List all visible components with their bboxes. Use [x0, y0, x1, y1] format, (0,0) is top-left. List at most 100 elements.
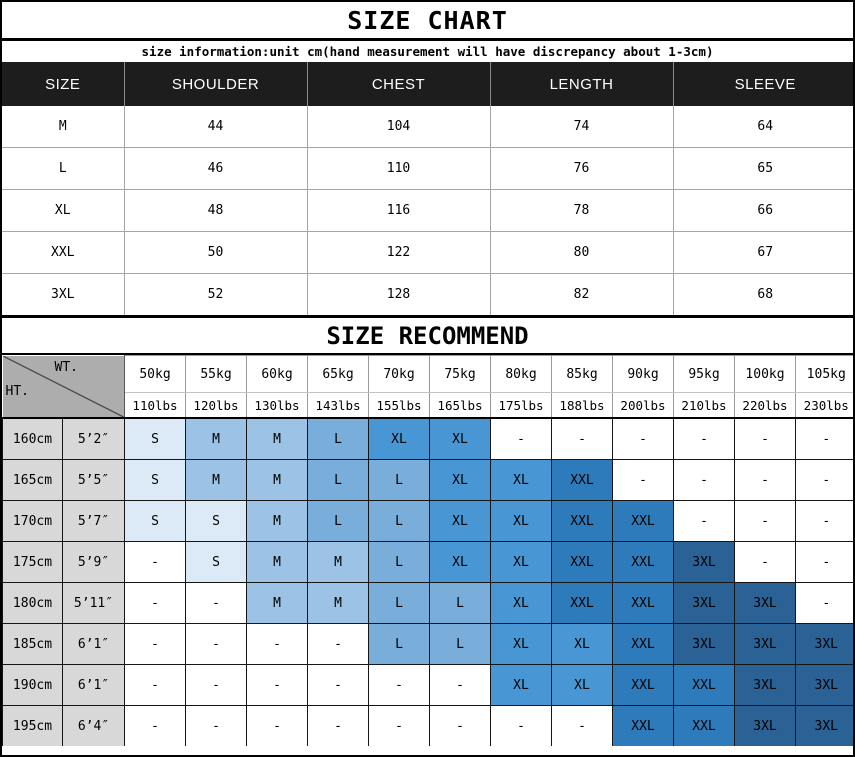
recommend-cell: XL — [551, 623, 613, 665]
recommend-cell: L — [368, 541, 430, 583]
recommend-cell: - — [124, 664, 186, 706]
weight-kg-header: 90kg — [612, 355, 674, 393]
measure-row: XL 48 116 78 66 — [2, 189, 853, 232]
height-ft-label: 5’9″ — [62, 541, 125, 583]
height-ft-label: 5’2″ — [62, 417, 125, 460]
recommend-cell: XXL — [551, 582, 613, 624]
size-recommend-title: SIZE RECOMMEND — [2, 315, 853, 355]
recommend-row: 175cm 5’9″ - S M M L XL XL XXL XXL 3XL - - — [2, 541, 853, 583]
height-ft-label: 5’7″ — [62, 500, 125, 542]
recommend-cell: L — [368, 459, 430, 501]
recommend-row: 170cm 5’7″ S S M L L XL XL XXL XXL - - - — [2, 500, 853, 542]
recommend-cell: - — [307, 705, 369, 746]
height-cm-label: 175cm — [2, 541, 63, 583]
measure-value: 78 — [489, 189, 674, 232]
recommend-cell: - — [673, 417, 735, 460]
size-label: M — [2, 106, 125, 148]
recommend-cell: - — [307, 623, 369, 665]
measure-value: 76 — [489, 147, 674, 190]
recommend-cell: XXL — [612, 623, 674, 665]
recommend-cell: M — [246, 500, 308, 542]
measure-value: 82 — [489, 273, 674, 315]
recommend-cell: - — [551, 705, 613, 746]
recommend-cell: L — [368, 582, 430, 624]
recommend-cell: 3XL — [673, 582, 735, 624]
height-axis-label: HT. — [5, 384, 29, 399]
recommend-cell: XL — [490, 623, 552, 665]
weight-lbs-header: 175lbs — [490, 392, 552, 419]
weight-kg-header: 70kg — [368, 355, 430, 393]
measure-value: 50 — [123, 231, 308, 274]
height-cm-label: 170cm — [2, 500, 63, 542]
weight-kg-row: WT. HT. 50kg 55kg 60kg 65kg 70kg 75kg 80kg 85kg 90… — [2, 355, 853, 419]
recommend-cell: L — [307, 500, 369, 542]
measurement-header-row: SIZE SHOULDER CHEST LENGTH SLEEVE — [2, 62, 853, 106]
height-ft-label: 6’1″ — [62, 623, 125, 665]
recommend-cell: 3XL — [673, 623, 735, 665]
recommend-cell: - — [124, 541, 186, 583]
measure-value: 128 — [306, 273, 491, 315]
recommend-cell: - — [246, 623, 308, 665]
recommend-cell: - — [795, 582, 853, 624]
weight-lbs-header: 230lbs — [795, 392, 853, 419]
measure-row: M 44 104 74 64 — [2, 106, 853, 148]
recommend-cell: XL — [429, 541, 491, 583]
measure-value: 66 — [672, 189, 853, 232]
recommend-cell: - — [612, 417, 674, 460]
measure-value: 52 — [123, 273, 308, 315]
recommend-cell: - — [124, 582, 186, 624]
weight-kg-header: 60kg — [246, 355, 308, 393]
recommend-cell: L — [368, 500, 430, 542]
measurement-table: SIZE SHOULDER CHEST LENGTH SLEEVE M 44 104 74 64… — [2, 62, 853, 315]
recommend-cell: XL — [490, 664, 552, 706]
recommend-cell: XL — [429, 459, 491, 501]
height-ft-label: 6’4″ — [62, 705, 125, 746]
weight-lbs-row: 110lbs 120lbs 130lbs 143lbs 155lbs 165lbs 175l… — [3, 392, 853, 419]
weight-lbs-header: 220lbs — [734, 392, 796, 419]
recommend-cell: - — [185, 582, 247, 624]
measure-value: 65 — [672, 147, 853, 190]
measure-col-header: SLEEVE — [672, 62, 853, 106]
diagonal-line — [3, 356, 125, 418]
recommend-row: 165cm 5’5″ S M M L L XL XL XXL - - - - — [2, 459, 853, 501]
size-label: L — [2, 147, 125, 190]
measure-row: XXL 50 122 80 67 — [2, 231, 853, 274]
weight-kg-header: 50kg — [124, 355, 186, 393]
height-cm-label: 160cm — [2, 417, 63, 460]
recommend-cell: M — [246, 417, 308, 460]
size-info-note: size information:unit cm(hand measuremen… — [141, 44, 714, 59]
measure-value: 46 — [123, 147, 308, 190]
recommend-cell: L — [429, 623, 491, 665]
weight-kg-header: 95kg — [673, 355, 735, 393]
recommend-cell: 3XL — [734, 664, 796, 706]
recommend-cell: - — [368, 664, 430, 706]
recommend-cell: XXL — [551, 541, 613, 583]
measure-col-header: LENGTH — [489, 62, 673, 106]
recommend-cell: - — [185, 705, 247, 746]
recommend-cell: S — [185, 500, 247, 542]
measure-value: 64 — [672, 106, 853, 148]
recommend-cell: M — [246, 582, 308, 624]
recommend-cell: - — [185, 623, 247, 665]
recommend-cell: - — [429, 705, 491, 746]
recommend-cell: XXL — [612, 664, 674, 706]
measure-value: 44 — [123, 106, 308, 148]
recommend-cell: XXL — [612, 500, 674, 542]
recommend-row: 180cm 5’11″ - - M M L L XL XXL XXL 3XL 3XL - — [2, 582, 853, 624]
recommend-cell: 3XL — [795, 664, 853, 706]
weight-lbs-header: 143lbs — [307, 392, 369, 419]
weight-lbs-header: 188lbs — [551, 392, 613, 419]
recommend-cell: L — [368, 623, 430, 665]
recommend-cell: XXL — [551, 459, 613, 501]
recommend-cell: XXL — [612, 541, 674, 583]
recommend-cell: XXL — [673, 705, 735, 746]
size-label: 3XL — [2, 273, 125, 315]
measure-col-header: SHOULDER — [123, 62, 307, 106]
recommend-cell: S — [124, 459, 186, 501]
recommend-cell: - — [795, 459, 853, 501]
recommend-cell: S — [185, 541, 247, 583]
recommend-cell: - — [185, 664, 247, 706]
recommend-cell: M — [185, 459, 247, 501]
height-ft-label: 5’5″ — [62, 459, 125, 501]
recommend-cell: - — [307, 664, 369, 706]
